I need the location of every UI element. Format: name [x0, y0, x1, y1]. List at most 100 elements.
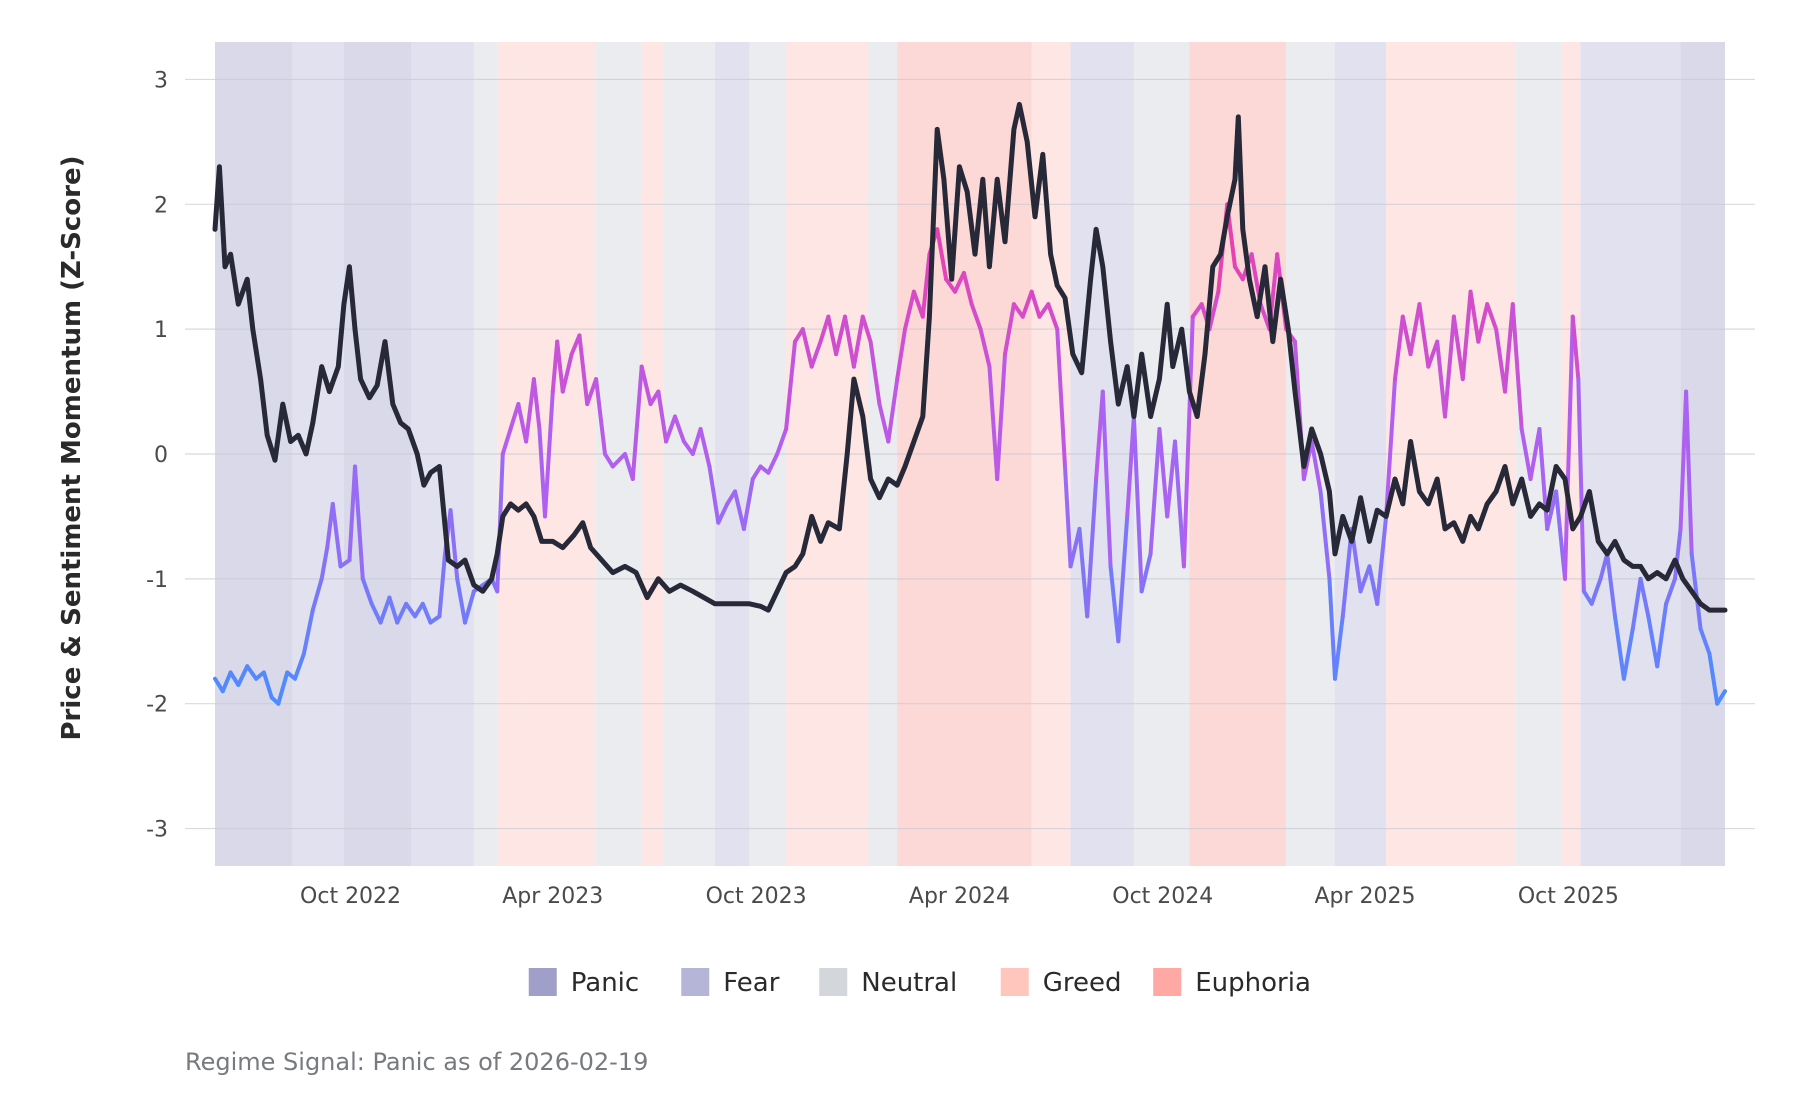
- series-segment: [1327, 576, 1337, 681]
- x-tick-label: Apr 2023: [502, 884, 603, 909]
- y-axis-ticks: 3 2 1 0 -1 -2 -3: [146, 68, 168, 842]
- series-segment: [603, 452, 615, 469]
- series-segment: [1029, 289, 1042, 319]
- legend-label-neutral: Neutral: [861, 968, 957, 998]
- legend-swatch-fear: [681, 968, 710, 996]
- series-segment: [707, 464, 721, 525]
- series-path: [212, 101, 1728, 613]
- series-segment: [1443, 314, 1456, 419]
- series-segment: [1485, 302, 1499, 332]
- series-segment: [310, 576, 324, 613]
- gridlines: [185, 78, 1755, 830]
- series-segment: [1545, 489, 1559, 531]
- series-segment: [818, 314, 831, 344]
- legend-label-panic: Panic: [571, 968, 639, 998]
- y-tick-label: 1: [154, 318, 168, 343]
- series-segment: [903, 289, 916, 332]
- series-segment: [1165, 439, 1177, 519]
- series-segment: [895, 327, 907, 382]
- y-tick-label: 3: [154, 68, 168, 93]
- series-segment: [1519, 427, 1533, 481]
- series-segment: [741, 476, 755, 531]
- series-segment: [1408, 302, 1422, 357]
- series-segment: [698, 427, 712, 469]
- series-segment: [395, 601, 409, 625]
- series-segment: [1108, 564, 1121, 644]
- series-segment: [809, 339, 823, 369]
- series-segment: [1451, 314, 1465, 382]
- series-segment: [877, 402, 891, 444]
- series-segment: [851, 314, 865, 369]
- series-layer: [212, 101, 1728, 706]
- series-segment: [1589, 576, 1603, 606]
- series-segment: [995, 352, 1007, 481]
- series-segment: [387, 595, 400, 625]
- series-segment: [1131, 414, 1144, 594]
- x-tick-label: Apr 2024: [909, 884, 1010, 909]
- y-tick-label: -3: [146, 818, 168, 843]
- series-line-0: [212, 101, 1728, 613]
- series-segment: [420, 601, 433, 625]
- series-segment: [664, 414, 677, 444]
- series-segment: [1181, 314, 1195, 569]
- series-segment: [1173, 439, 1186, 569]
- series-segment: [293, 651, 306, 681]
- series-segment: [766, 452, 780, 475]
- series-segment: [1375, 514, 1389, 606]
- series-segment: [276, 670, 290, 706]
- series-segment: [560, 352, 574, 394]
- series-segment: [1468, 289, 1481, 344]
- series-segment: [886, 377, 900, 444]
- series-segment: [245, 664, 259, 681]
- series-segment: [1085, 476, 1099, 619]
- series-segment: [1638, 576, 1651, 619]
- series-segment: [826, 314, 839, 357]
- y-tick-label: -2: [146, 693, 168, 718]
- series-segment: [1435, 339, 1447, 419]
- series-segment: [1494, 327, 1507, 394]
- series-segment: [369, 601, 383, 625]
- series-segment: [690, 427, 703, 456]
- series-segment: [1333, 614, 1345, 681]
- series-segment: [319, 545, 330, 581]
- series-segment: [953, 270, 966, 294]
- legend: Panic Fear Neutral Greed Euphoria: [528, 968, 1311, 998]
- series-segment: [1684, 389, 1694, 556]
- series-segment: [1020, 289, 1034, 319]
- series-segment: [531, 377, 542, 432]
- series-segment: [1460, 289, 1473, 382]
- x-tick-label: Oct 2023: [706, 884, 807, 909]
- series-segment: [610, 452, 627, 469]
- series-segment: [516, 402, 529, 444]
- series-segment: [1037, 302, 1051, 319]
- y-tick-label: -1: [146, 568, 168, 593]
- series-segment: [1068, 526, 1082, 569]
- series-segment: [935, 227, 949, 282]
- series-segment: [463, 589, 476, 625]
- series-segment: [508, 402, 521, 432]
- series-segment: [1613, 614, 1626, 681]
- series-segment: [673, 414, 686, 444]
- series-segment: [978, 327, 992, 369]
- series-segment: [543, 389, 555, 519]
- series-segment: [1148, 427, 1162, 556]
- legend-swatch-neutral: [819, 968, 848, 996]
- legend-swatch-panic: [528, 968, 557, 996]
- series-segment: [301, 608, 315, 656]
- series-segment: [1646, 614, 1660, 669]
- series-segment: [1046, 302, 1060, 332]
- series-segment: [1309, 439, 1323, 494]
- series-segment: [987, 364, 1000, 481]
- series-segment: [969, 302, 983, 332]
- series-segment: [1698, 626, 1712, 656]
- series-segment: [1664, 576, 1677, 606]
- series-segment: [261, 670, 274, 700]
- series-segment: [555, 339, 565, 394]
- series-segment: [1063, 464, 1073, 569]
- series-segment: [860, 314, 873, 344]
- series-segment: [577, 333, 590, 407]
- series-segment: [1528, 427, 1542, 481]
- series-segment: [1077, 526, 1090, 619]
- series-segment: [639, 364, 653, 407]
- series-segment: [656, 389, 669, 444]
